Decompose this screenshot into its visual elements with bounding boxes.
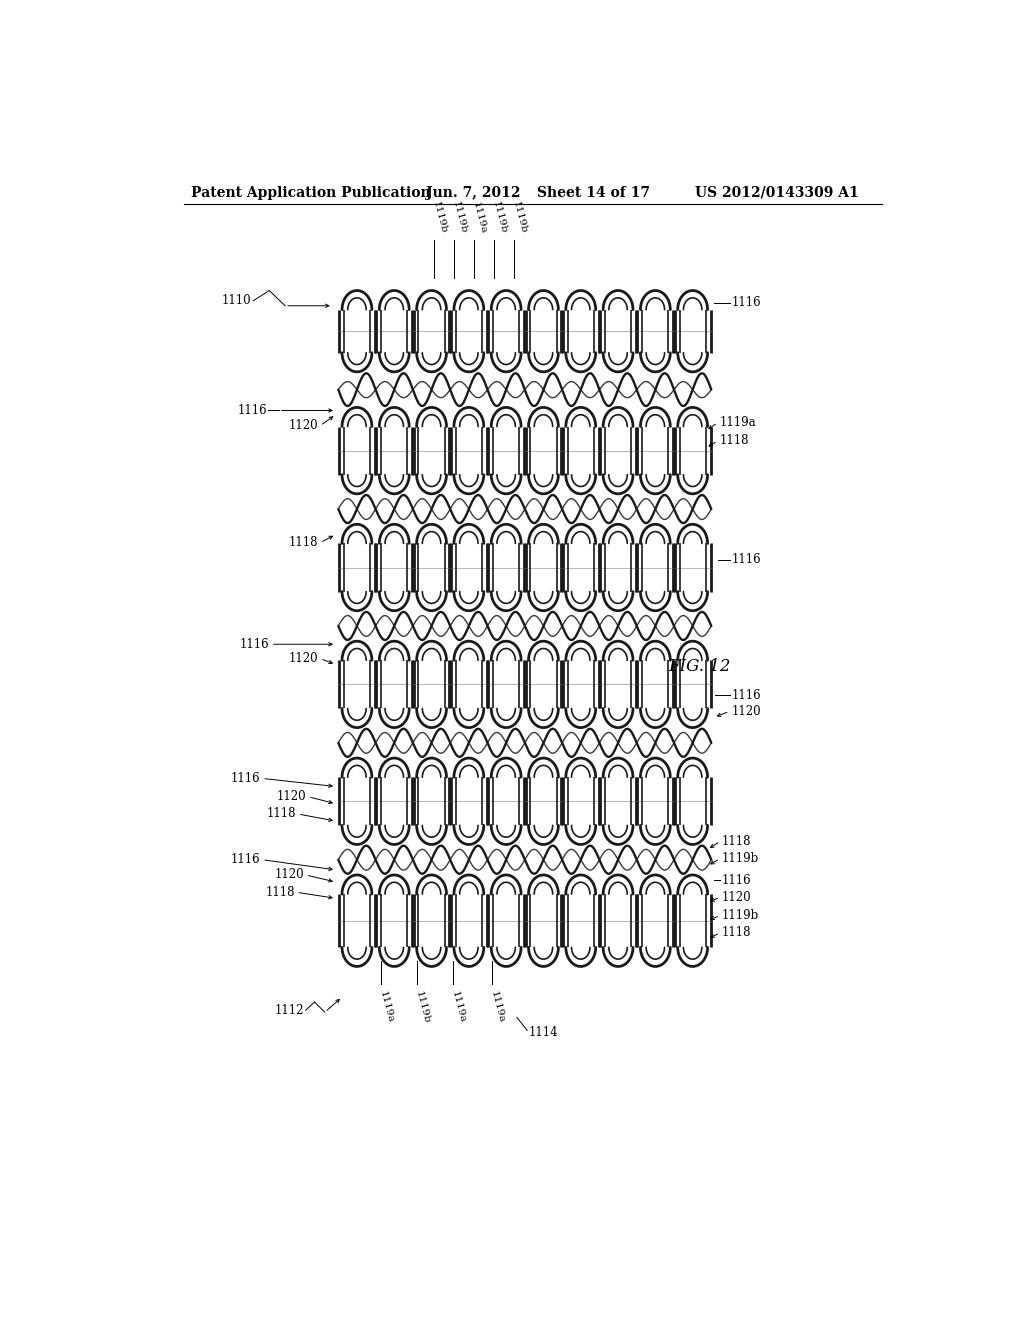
Text: 1118: 1118 <box>289 536 318 549</box>
Text: 1119a: 1119a <box>450 990 467 1023</box>
Text: 1112: 1112 <box>274 1003 304 1016</box>
Text: Jun. 7, 2012: Jun. 7, 2012 <box>426 186 520 199</box>
Text: 1119b: 1119b <box>722 909 759 923</box>
Text: 1119a: 1119a <box>471 201 488 235</box>
Text: 1116: 1116 <box>722 874 752 887</box>
Text: 1120: 1120 <box>289 652 318 665</box>
Text: 1119b: 1119b <box>490 201 508 235</box>
Text: 1119b: 1119b <box>431 201 449 235</box>
Text: 1118: 1118 <box>266 808 296 821</box>
Text: Patent Application Publication: Patent Application Publication <box>191 186 431 199</box>
Text: 1116: 1116 <box>731 689 761 701</box>
Text: 1119a: 1119a <box>489 990 506 1023</box>
Text: 1119b: 1119b <box>511 201 527 235</box>
Text: 1114: 1114 <box>528 1026 558 1039</box>
Text: 1120: 1120 <box>731 705 761 718</box>
Text: Sheet 14 of 17: Sheet 14 of 17 <box>537 186 649 199</box>
Text: 1120: 1120 <box>276 791 306 803</box>
Text: 1118: 1118 <box>719 434 749 447</box>
Text: 1119b: 1119b <box>414 990 431 1024</box>
Text: 1116: 1116 <box>240 638 269 651</box>
Text: 1118: 1118 <box>722 927 752 940</box>
Text: 1116: 1116 <box>230 772 260 785</box>
Text: 1119a: 1119a <box>719 416 756 429</box>
Text: 1116: 1116 <box>731 296 761 309</box>
Text: FIG. 12: FIG. 12 <box>668 659 731 675</box>
Text: US 2012/0143309 A1: US 2012/0143309 A1 <box>695 186 859 199</box>
Text: 1119a: 1119a <box>378 990 395 1023</box>
Text: 1120: 1120 <box>274 869 304 882</box>
Text: 1116: 1116 <box>731 553 761 566</box>
Text: 1116: 1116 <box>230 853 260 866</box>
Text: 1116: 1116 <box>238 404 267 417</box>
Text: 1119b: 1119b <box>722 853 759 865</box>
Text: 1120: 1120 <box>722 891 752 904</box>
Text: 1119b: 1119b <box>451 201 468 235</box>
Text: 1118: 1118 <box>265 886 295 899</box>
Text: 1110: 1110 <box>221 294 251 308</box>
Text: 1118: 1118 <box>722 836 752 847</box>
Text: 1120: 1120 <box>289 420 318 432</box>
